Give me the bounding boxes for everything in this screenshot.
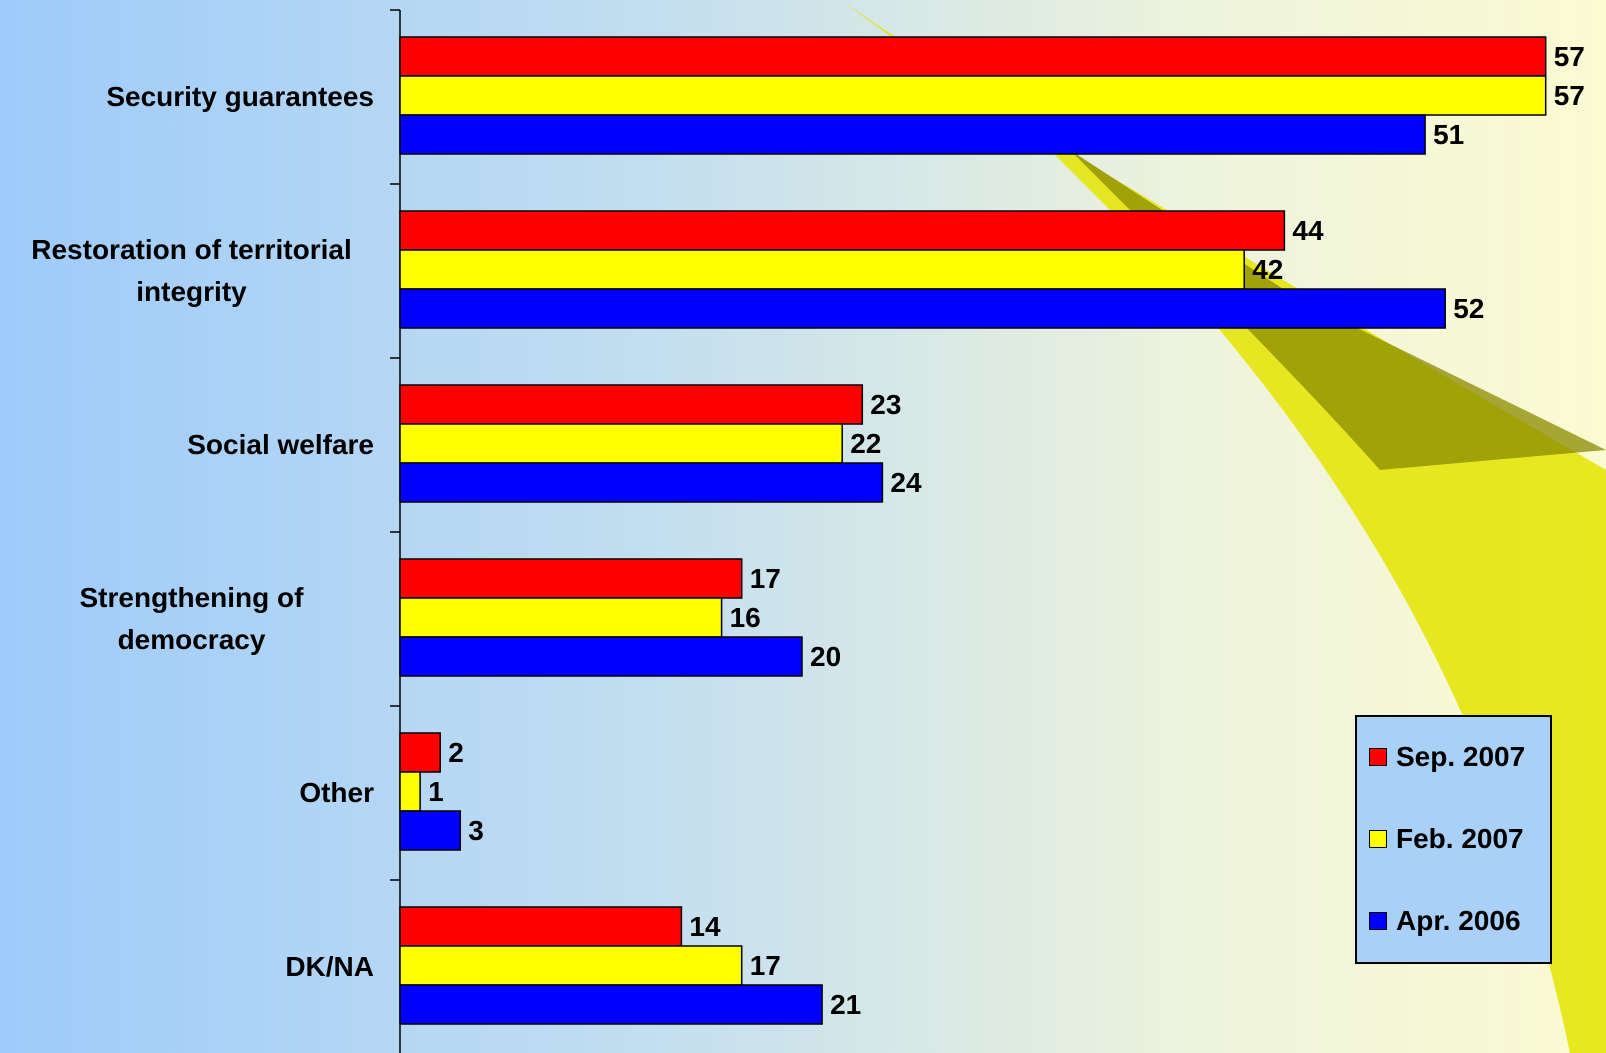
value-label: 23	[870, 389, 901, 420]
value-label: 17	[750, 563, 781, 594]
legend-entry: Feb. 2007	[1369, 823, 1524, 855]
bar	[399, 558, 743, 599]
legend-label: Apr. 2006	[1396, 905, 1521, 936]
bar	[399, 945, 743, 986]
category-label-box: Restoration of territorial integrity	[0, 184, 374, 358]
bar	[399, 984, 823, 1025]
bar	[399, 906, 683, 947]
value-label: 52	[1453, 293, 1484, 324]
bar	[399, 384, 864, 425]
value-label: 20	[810, 641, 841, 672]
legend: Sep. 2007 Feb. 2007 Apr. 2006	[1355, 715, 1552, 964]
value-label: 17	[750, 950, 781, 981]
bar	[399, 771, 421, 812]
y-tick-label: Security guarantees	[106, 81, 374, 112]
value-label: 3	[468, 815, 484, 846]
bar	[399, 75, 1547, 116]
value-label: 14	[689, 911, 721, 942]
value-label: 2	[448, 737, 464, 768]
y-tick-label: Strengthening of democracy	[79, 582, 304, 655]
value-label: 51	[1433, 119, 1464, 150]
category-label-box: Other	[0, 706, 374, 880]
legend-swatch	[1369, 912, 1387, 930]
decoration	[840, 0, 1606, 1053]
category-label-box: Strengthening of democracy	[0, 532, 374, 706]
bar	[399, 36, 1547, 77]
bar	[399, 423, 843, 464]
legend-label: Feb. 2007	[1396, 823, 1524, 854]
bar	[399, 114, 1426, 155]
y-tick-label: Restoration of territorial integrity	[31, 234, 352, 307]
legend-entry: Apr. 2006	[1369, 905, 1521, 937]
value-label: 1	[428, 776, 444, 807]
value-label: 44	[1292, 215, 1324, 246]
bar	[399, 288, 1446, 329]
y-tick-label: Social welfare	[187, 429, 374, 460]
bar	[399, 636, 803, 677]
bar	[399, 210, 1286, 251]
value-label: 42	[1252, 254, 1283, 285]
bar	[399, 249, 1245, 290]
y-tick-label: Other	[299, 777, 374, 808]
value-label: 22	[850, 428, 881, 459]
category-label-box: Social welfare	[0, 358, 374, 532]
legend-swatch	[1369, 748, 1387, 766]
category-label-box: DK/NA	[0, 880, 374, 1053]
value-label: 57	[1554, 80, 1585, 111]
bar	[399, 732, 441, 773]
bar	[399, 597, 723, 638]
value-label: 57	[1554, 41, 1585, 72]
bar	[399, 462, 884, 503]
legend-swatch	[1369, 830, 1387, 848]
y-tick-label: DK/NA	[285, 951, 374, 982]
value-label: 16	[730, 602, 761, 633]
category-label-box: Security guarantees	[0, 10, 374, 184]
value-label: 24	[890, 467, 922, 498]
legend-label: Sep. 2007	[1396, 741, 1526, 772]
value-label: 21	[830, 989, 861, 1020]
decoration-shadow	[1070, 150, 1606, 470]
legend-entry: Sep. 2007	[1369, 741, 1525, 773]
bar	[399, 810, 462, 851]
